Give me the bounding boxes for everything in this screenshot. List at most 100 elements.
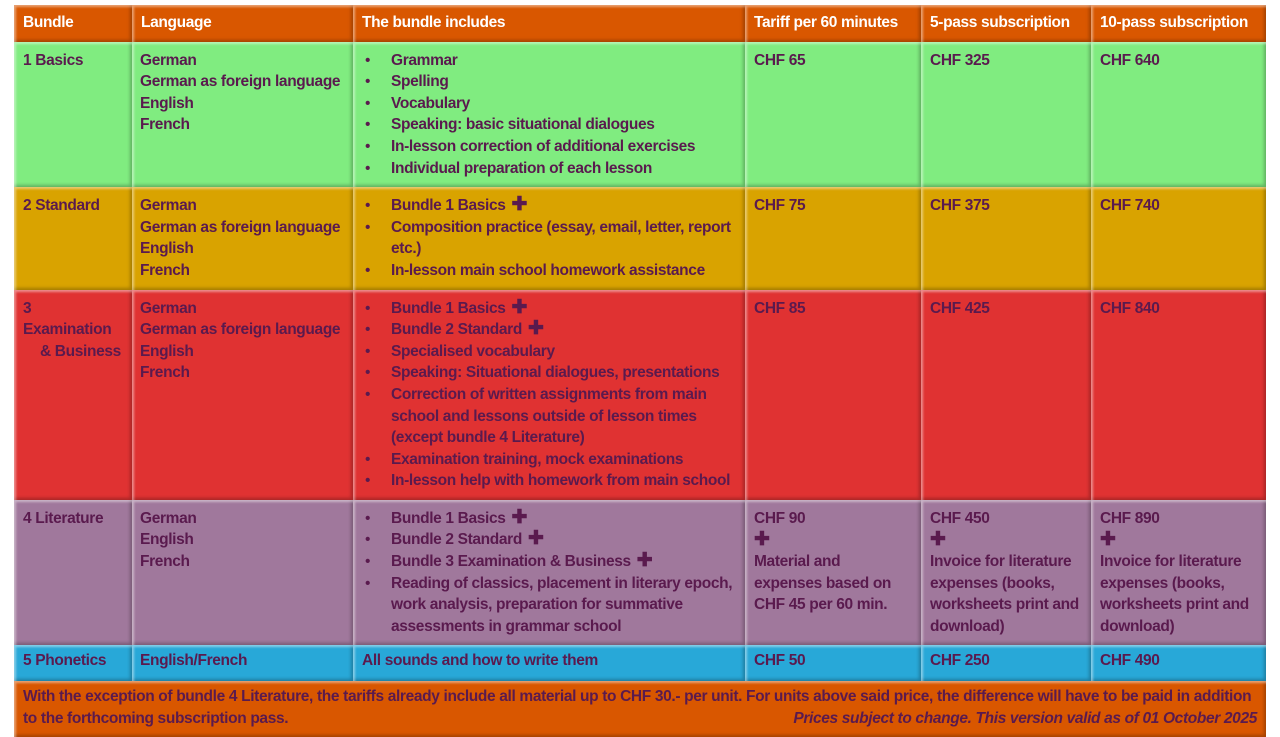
includes-item-text: Speaking: basic situational dialogues <box>391 116 655 134</box>
includes-item-text: Grammar <box>391 51 458 69</box>
includes-item-text: Bundle 2 Standard <box>391 321 522 339</box>
includes-item-text: Spelling <box>391 73 449 91</box>
plus-icon: ✚ <box>511 296 528 318</box>
price-note: Material and expenses based on CHF 45 pe… <box>754 553 892 614</box>
price: CHF 450 <box>930 509 990 527</box>
includes-cell: All sounds and how to write them <box>353 645 745 682</box>
languages-cell: English/French <box>132 645 353 682</box>
includes-list: Bundle 1 Basics ✚Composition practice (es… <box>362 195 736 281</box>
pass5-cell: CHF 425 <box>921 289 1091 500</box>
includes-item: Examination training, mock examinations <box>362 449 736 471</box>
tariff-cell: CHF 50 <box>745 645 921 682</box>
includes-item-text: Bundle 2 Standard <box>391 531 522 549</box>
language-item: English/French <box>140 652 248 670</box>
includes-item-text: Examination training, mock examinations <box>391 450 684 468</box>
includes-item: Spelling <box>362 71 736 93</box>
language-item: German <box>140 509 197 527</box>
includes-item-text: Reading of classics, placement in litera… <box>391 574 733 635</box>
pass10-cell: CHF 490 <box>1091 645 1266 682</box>
plus-icon: ✚ <box>511 506 528 528</box>
plus-icon: ✚ <box>754 529 770 551</box>
price: CHF 425 <box>930 299 990 317</box>
header-pass10: 10-pass subscription <box>1091 5 1266 42</box>
includes-item: Correction of written assignments from m… <box>362 384 736 449</box>
plus-icon: ✚ <box>528 318 544 340</box>
includes-item-text: Specialised vocabulary <box>391 342 555 360</box>
price: CHF 50 <box>754 652 806 670</box>
includes-item: Bundle 1 Basics ✚ <box>362 195 736 217</box>
bundle-name-cell: 5 Phonetics <box>14 645 132 682</box>
bundle-name-line: 3 <box>23 299 32 317</box>
tariff-cell: CHF 85 <box>745 289 921 500</box>
includes-item: Bundle 2 Standard ✚ <box>362 319 736 341</box>
includes-item-text: Bundle 1 Basics <box>391 299 506 317</box>
pass5-cell: CHF 325 <box>921 41 1091 188</box>
plus-icon: ✚ <box>511 194 528 216</box>
includes-item: Grammar <box>362 50 736 72</box>
includes-item: Bundle 2 Standard ✚ <box>362 529 736 551</box>
includes-item: Speaking: Situational dialogues, present… <box>362 362 736 384</box>
includes-cell: Bundle 1 Basics ✚ Bundle 2 Standard ✚ Specia… <box>353 289 745 500</box>
tariff-cell: CHF 90 ✚ Material and expenses based on CH… <box>745 499 921 646</box>
pass5-cell: CHF 450 ✚ Invoice for literature expenses … <box>921 499 1091 646</box>
language-item: English <box>140 240 194 258</box>
includes-item-text: Individual preparation of each lesson <box>391 159 652 177</box>
pass5-cell: CHF 375 <box>921 187 1091 290</box>
languages-cell: German German as foreign language English F… <box>132 289 353 500</box>
includes-item: Reading of classics, placement in litera… <box>362 573 736 638</box>
pass10-cell: CHF 640 <box>1091 41 1266 188</box>
includes-item: In-lesson main school homework assistanc… <box>362 260 736 282</box>
header-language: Language <box>132 5 353 42</box>
price: CHF 90 <box>754 509 806 527</box>
includes-item: Bundle 1 Basics ✚ <box>362 508 736 530</box>
price: CHF 840 <box>1100 299 1160 317</box>
includes-list: Bundle 1 Basics✚Bundle 2 Standard✚Bundle… <box>362 508 736 638</box>
includes-item: Individual preparation of each lesson <box>362 158 736 180</box>
language-item: German <box>140 299 197 317</box>
pricing-table: Bundle Language The bundle includes Tariff … <box>14 5 1266 737</box>
includes-item: Bundle 3 Examination & Business ✚ <box>362 551 736 573</box>
header-pass5: 5-pass subscription <box>921 5 1091 42</box>
includes-item: In-lesson help with homework from main s… <box>362 470 736 492</box>
plus-icon: ✚ <box>528 528 544 550</box>
price: CHF 890 <box>1100 509 1160 527</box>
plus-icon: ✚ <box>930 529 946 551</box>
plus-icon: ✚ <box>636 550 653 572</box>
bundle-name-line: 4 Literature <box>23 509 104 527</box>
includes-cell: Grammar Spelling Vocabulary Speaking: basic… <box>353 41 745 188</box>
language-item: German as foreign language <box>140 73 341 91</box>
price: CHF 75 <box>754 197 806 215</box>
includes-item-text: Vocabulary <box>391 94 470 112</box>
header-tariff: Tariff per 60 minutes <box>745 5 921 42</box>
price: CHF 325 <box>930 51 990 69</box>
includes-item-text: In-lesson correction of additional exerc… <box>391 137 696 155</box>
language-item: English <box>140 342 194 360</box>
price: CHF 375 <box>930 197 990 215</box>
price-note: Invoice for literature expenses (books, … <box>1100 553 1249 635</box>
language-item: French <box>140 553 190 571</box>
includes-item: Speaking: basic situational dialogues <box>362 114 736 136</box>
languages-cell: German English French <box>132 499 353 646</box>
bundle-name-line: 1 Basics <box>23 51 84 69</box>
bundle-name-line: 2 Standard <box>23 197 100 215</box>
plus-icon: ✚ <box>1100 529 1116 551</box>
bundle-name-line: & Business <box>40 342 121 360</box>
includes-item-text: In-lesson main school homework assistanc… <box>391 261 705 279</box>
tariff-cell: CHF 65 <box>745 41 921 188</box>
footer-note: With the exception of bundle 4 Literatur… <box>14 681 1266 737</box>
includes-item: Composition practice (essay, email, lett… <box>362 217 736 260</box>
pass10-cell: CHF 740 <box>1091 187 1266 290</box>
price: CHF 85 <box>754 299 806 317</box>
language-item: German <box>140 197 197 215</box>
pass5-cell: CHF 250 <box>921 645 1091 682</box>
includes-item-text: Speaking: Situational dialogues, present… <box>391 364 720 382</box>
bundle-name-cell: 1 Basics <box>14 41 132 188</box>
pass10-cell: CHF 840 <box>1091 289 1266 500</box>
bundle-name-cell: 2 Standard <box>14 187 132 290</box>
includes-item: Specialised vocabulary <box>362 341 736 363</box>
includes-text: All sounds and how to write them <box>362 652 598 670</box>
includes-item-text: Composition practice (essay, email, lett… <box>391 218 731 258</box>
language-item: French <box>140 261 190 279</box>
includes-item: In-lesson correction of additional exerc… <box>362 136 736 158</box>
includes-item: Vocabulary <box>362 93 736 115</box>
